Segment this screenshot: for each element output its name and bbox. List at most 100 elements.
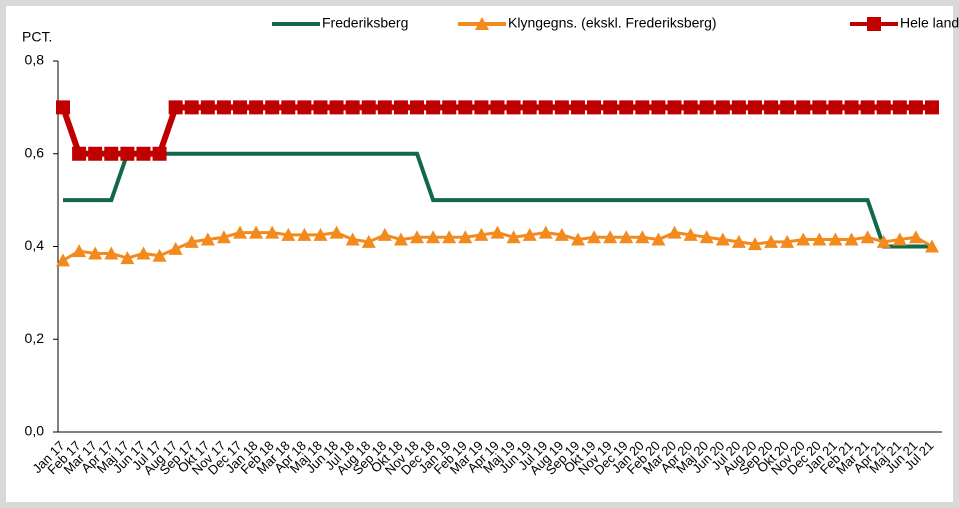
- marker: [377, 227, 392, 241]
- marker: [410, 100, 425, 115]
- marker: [393, 100, 408, 115]
- marker: [168, 241, 183, 255]
- legend-label: Frederiksberg: [322, 15, 408, 31]
- marker: [104, 146, 119, 161]
- marker: [56, 100, 70, 115]
- marker: [56, 253, 70, 267]
- marker: [731, 234, 746, 248]
- marker: [393, 232, 408, 246]
- marker: [490, 100, 505, 115]
- legend-label: Klyngegns. (ekskl. Frederiksberg): [508, 15, 717, 31]
- legend-label: Hele landet: [900, 15, 959, 31]
- marker: [715, 100, 730, 115]
- marker: [345, 100, 360, 115]
- marker: [249, 100, 264, 115]
- marker: [780, 234, 795, 248]
- marker: [892, 100, 907, 115]
- marker: [281, 227, 296, 241]
- marker: [442, 230, 457, 244]
- marker: [812, 232, 827, 246]
- marker: [522, 227, 537, 241]
- marker: [265, 100, 280, 115]
- marker: [522, 100, 537, 115]
- y-tick-label: 0,2: [25, 330, 45, 346]
- marker: [876, 100, 891, 115]
- marker: [715, 232, 730, 246]
- marker: [796, 232, 811, 246]
- marker: [88, 146, 103, 161]
- marker: [120, 251, 135, 265]
- marker: [490, 225, 505, 239]
- marker: [104, 246, 119, 260]
- marker: [249, 225, 264, 239]
- marker: [233, 225, 248, 239]
- marker: [216, 100, 231, 115]
- marker: [120, 146, 135, 161]
- marker: [731, 100, 746, 115]
- marker: [570, 100, 585, 115]
- marker: [796, 100, 811, 115]
- y-tick-label: 0,4: [25, 237, 45, 253]
- marker: [345, 232, 360, 246]
- marker: [570, 232, 585, 246]
- marker: [667, 100, 682, 115]
- marker: [635, 100, 650, 115]
- marker: [812, 100, 827, 115]
- marker: [265, 225, 280, 239]
- marker: [361, 100, 376, 115]
- marker: [651, 232, 666, 246]
- marker: [683, 227, 698, 241]
- marker: [329, 100, 344, 115]
- marker: [297, 227, 312, 241]
- marker: [844, 232, 859, 246]
- marker: [747, 237, 762, 251]
- marker: [619, 230, 634, 244]
- marker: [410, 230, 425, 244]
- marker: [200, 100, 215, 115]
- marker: [72, 244, 87, 258]
- marker: [474, 227, 489, 241]
- marker: [828, 100, 843, 115]
- marker: [152, 248, 167, 262]
- marker: [281, 100, 296, 115]
- marker: [699, 230, 714, 244]
- marker: [474, 100, 489, 115]
- marker: [651, 100, 666, 115]
- y-tick-label: 0,8: [25, 52, 45, 68]
- marker: [780, 100, 795, 115]
- marker: [426, 100, 441, 115]
- marker: [747, 100, 762, 115]
- marker: [764, 100, 779, 115]
- marker: [683, 100, 698, 115]
- marker: [667, 225, 682, 239]
- marker: [587, 100, 602, 115]
- marker: [426, 230, 441, 244]
- marker: [538, 100, 553, 115]
- marker: [892, 232, 907, 246]
- marker: [587, 230, 602, 244]
- marker: [442, 100, 457, 115]
- marker: [506, 100, 521, 115]
- marker: [152, 146, 167, 161]
- marker: [216, 230, 231, 244]
- marker: [458, 100, 473, 115]
- y-tick-label: 0,0: [25, 423, 45, 439]
- marker: [329, 225, 344, 239]
- marker: [538, 225, 553, 239]
- marker: [297, 100, 312, 115]
- marker: [876, 234, 891, 248]
- marker: [361, 234, 376, 248]
- marker: [184, 234, 199, 248]
- marker: [908, 230, 923, 244]
- series-line: [63, 151, 932, 249]
- marker: [554, 227, 569, 241]
- marker: [200, 232, 215, 246]
- marker: [136, 246, 151, 260]
- marker: [554, 100, 569, 115]
- marker: [828, 232, 843, 246]
- marker: [764, 234, 779, 248]
- marker: [377, 100, 392, 115]
- marker: [619, 100, 634, 115]
- marker: [233, 100, 248, 115]
- y-axis-label: PCT.: [22, 29, 52, 45]
